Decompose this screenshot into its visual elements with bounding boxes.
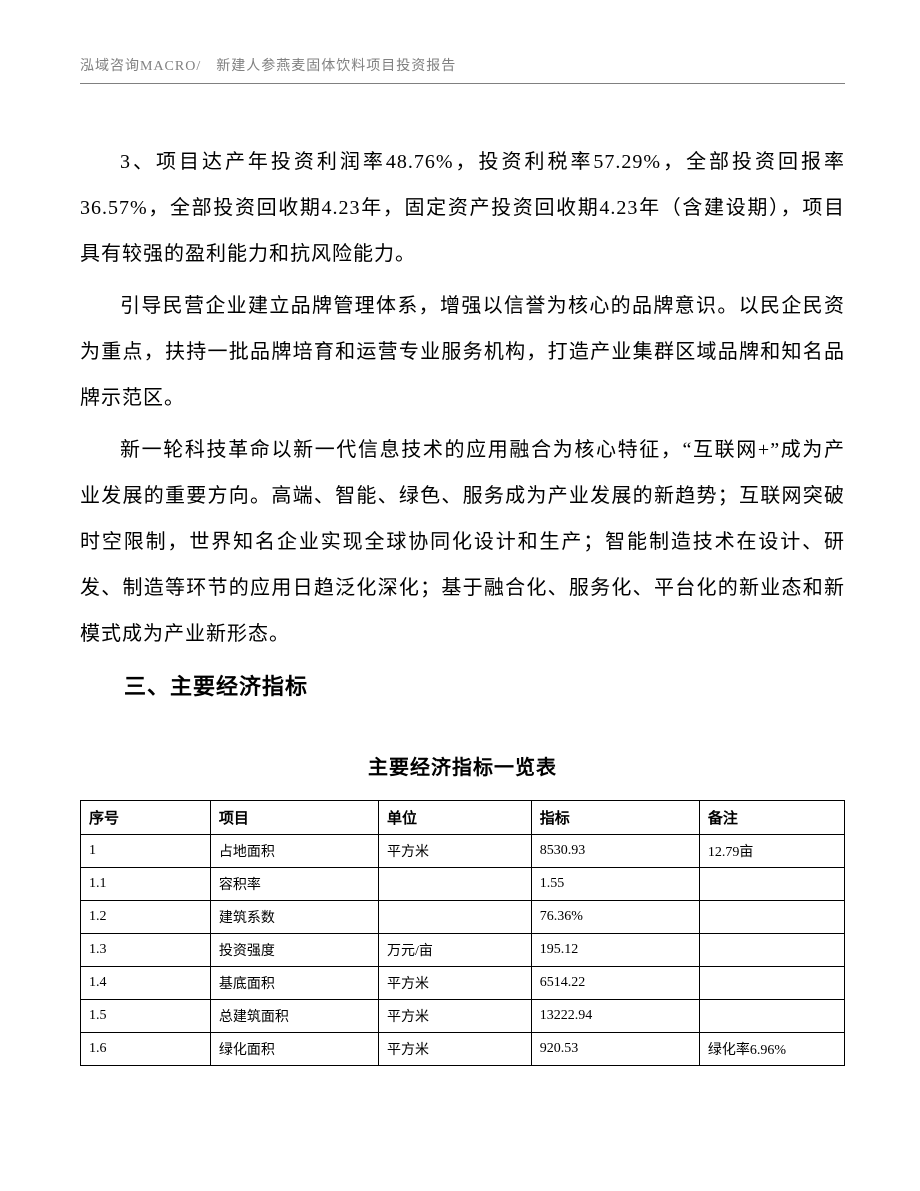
table-cell [699,934,844,967]
table-cell: 投资强度 [210,934,378,967]
table-cell: 1.6 [81,1033,211,1066]
table-cell: 76.36% [531,901,699,934]
table-cell: 绿化率6.96% [699,1033,844,1066]
table-row: 1.2 建筑系数 76.36% [81,901,845,934]
table-cell [378,901,531,934]
page-header: 泓域咨询MACRO/ 新建人参燕麦固体饮料项目投资报告 [80,55,845,84]
table-row: 1.4 基底面积 平方米 6514.22 [81,967,845,1000]
table-cell: 万元/亩 [378,934,531,967]
table-cell: 平方米 [378,967,531,1000]
table-header-cell: 项目 [210,801,378,835]
economic-indicators-table: 序号 项目 单位 指标 备注 1 占地面积 平方米 8530.93 12.79亩… [80,800,845,1066]
table-cell: 建筑系数 [210,901,378,934]
table-cell: 6514.22 [531,967,699,1000]
table-cell [699,901,844,934]
table-header-cell: 单位 [378,801,531,835]
table-cell: 8530.93 [531,835,699,868]
table-cell: 1 [81,835,211,868]
table-cell: 12.79亩 [699,835,844,868]
table-cell [699,967,844,1000]
table-cell: 1.2 [81,901,211,934]
table-row: 1 占地面积 平方米 8530.93 12.79亩 [81,835,845,868]
table-row: 1.1 容积率 1.55 [81,868,845,901]
table-cell: 1.55 [531,868,699,901]
table-cell: 占地面积 [210,835,378,868]
table-row: 1.6 绿化面积 平方米 920.53 绿化率6.96% [81,1033,845,1066]
table-cell: 平方米 [378,1033,531,1066]
table-cell: 容积率 [210,868,378,901]
table-cell [699,868,844,901]
table-cell [378,868,531,901]
table-header-row: 序号 项目 单位 指标 备注 [81,801,845,835]
paragraph-2: 引导民营企业建立品牌管理体系，增强以信誉为核心的品牌意识。以民企民资为重点，扶持… [80,283,845,421]
section-heading: 三、主要经济指标 [80,663,845,711]
table-cell [699,1000,844,1033]
paragraph-1: 3、项目达产年投资利润率48.76%，投资利税率57.29%，全部投资回报率36… [80,139,845,277]
table-cell: 1.5 [81,1000,211,1033]
table-row: 1.5 总建筑面积 平方米 13222.94 [81,1000,845,1033]
table-cell: 平方米 [378,835,531,868]
table-cell: 平方米 [378,1000,531,1033]
table-cell: 920.53 [531,1033,699,1066]
table-cell: 13222.94 [531,1000,699,1033]
table-cell: 1.3 [81,934,211,967]
table-header-cell: 指标 [531,801,699,835]
table-title: 主要经济指标一览表 [80,751,845,780]
table-cell: 1.1 [81,868,211,901]
table-cell: 总建筑面积 [210,1000,378,1033]
table-header-cell: 备注 [699,801,844,835]
table-cell: 1.4 [81,967,211,1000]
table-cell: 基底面积 [210,967,378,1000]
table-header-cell: 序号 [81,801,211,835]
table-cell: 195.12 [531,934,699,967]
header-text: 泓域咨询MACRO/ 新建人参燕麦固体饮料项目投资报告 [80,59,456,74]
table-cell: 绿化面积 [210,1033,378,1066]
paragraph-3: 新一轮科技革命以新一代信息技术的应用融合为核心特征，“互联网+”成为产业发展的重… [80,427,845,657]
table-row: 1.3 投资强度 万元/亩 195.12 [81,934,845,967]
